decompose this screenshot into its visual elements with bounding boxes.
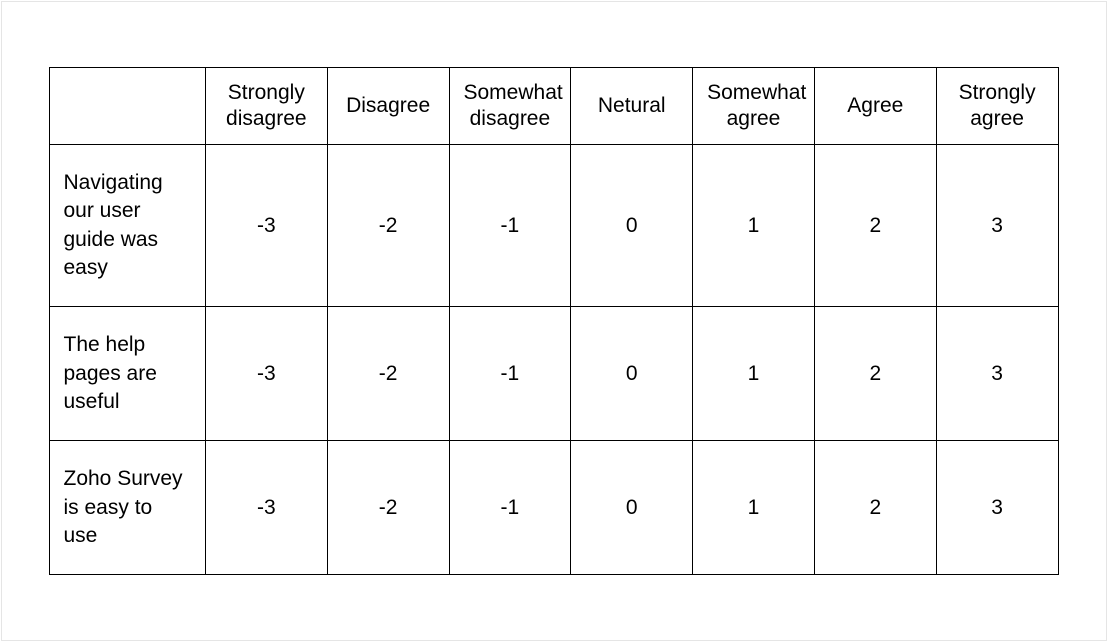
table-row: The help pages are useful -3 -2 -1 0 1 2… xyxy=(49,307,1058,441)
outer-frame: Strongly disagree Disagree Somewhat disa… xyxy=(1,1,1107,641)
col-header: Somewhat disagree xyxy=(449,67,571,145)
table-row: Navigating our user guide was easy -3 -2… xyxy=(49,145,1058,307)
table-header-row: Strongly disagree Disagree Somewhat disa… xyxy=(49,67,1058,145)
table-cell: 3 xyxy=(936,307,1058,441)
table-cell: 2 xyxy=(814,307,936,441)
table-cell: -3 xyxy=(205,307,327,441)
table-cell: 2 xyxy=(814,145,936,307)
table-cell: 0 xyxy=(571,307,693,441)
row-label: Zoho Survey is easy to use xyxy=(49,441,205,575)
table-cell: 3 xyxy=(936,441,1058,575)
col-header: Strongly disagree xyxy=(205,67,327,145)
table-cell: -1 xyxy=(449,441,571,575)
table-cell: -2 xyxy=(327,307,449,441)
likert-table: Strongly disagree Disagree Somewhat disa… xyxy=(49,67,1059,576)
table-cell: -1 xyxy=(449,145,571,307)
table-cell: -2 xyxy=(327,441,449,575)
table-container: Strongly disagree Disagree Somewhat disa… xyxy=(49,67,1059,576)
table-cell: -2 xyxy=(327,145,449,307)
table-row: Zoho Survey is easy to use -3 -2 -1 0 1 … xyxy=(49,441,1058,575)
row-label: Navigating our user guide was easy xyxy=(49,145,205,307)
table-cell: 1 xyxy=(693,441,815,575)
table-cell: -3 xyxy=(205,441,327,575)
row-label: The help pages are useful xyxy=(49,307,205,441)
col-header: Netural xyxy=(571,67,693,145)
table-cell: 0 xyxy=(571,145,693,307)
col-header: Strongly agree xyxy=(936,67,1058,145)
table-cell: 0 xyxy=(571,441,693,575)
table-cell: 3 xyxy=(936,145,1058,307)
table-cell: 1 xyxy=(693,307,815,441)
table-cell: -3 xyxy=(205,145,327,307)
table-cell: 1 xyxy=(693,145,815,307)
col-header: Disagree xyxy=(327,67,449,145)
table-cell: -1 xyxy=(449,307,571,441)
col-header: Agree xyxy=(814,67,936,145)
col-header: Somewhat agree xyxy=(693,67,815,145)
table-corner-cell xyxy=(49,67,205,145)
table-cell: 2 xyxy=(814,441,936,575)
